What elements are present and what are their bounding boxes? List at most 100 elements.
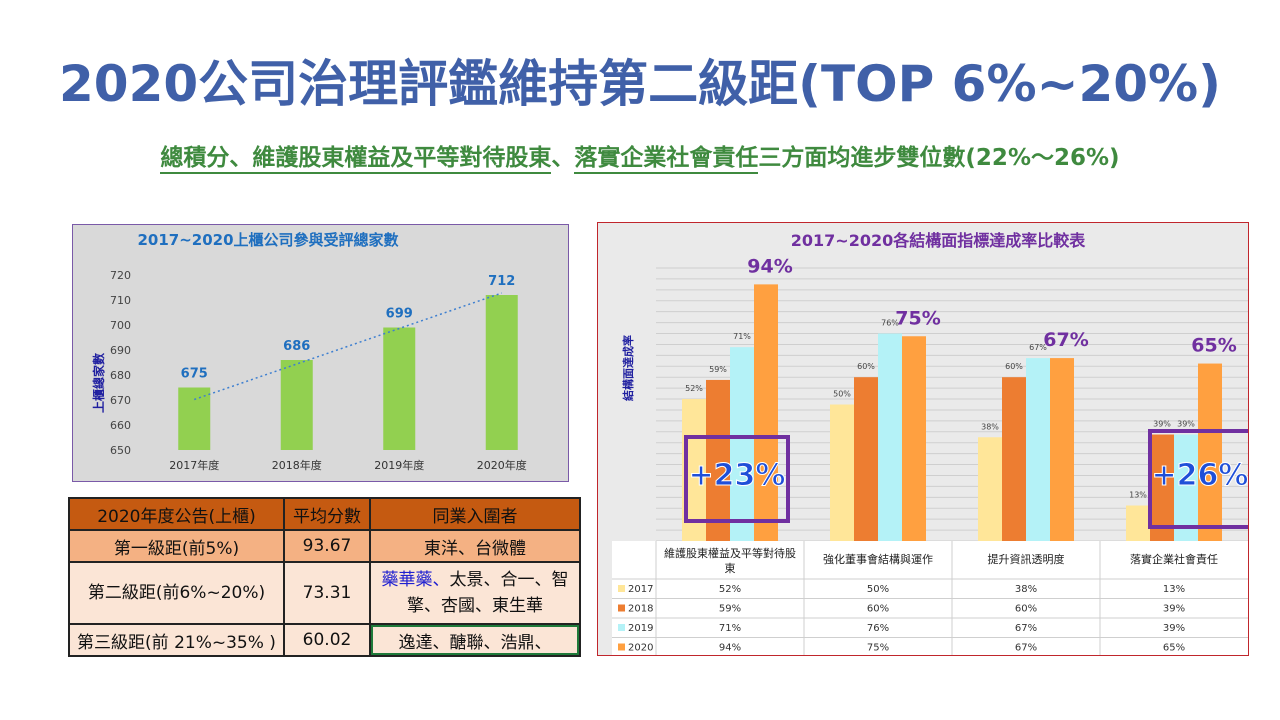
table-header: 平均分數 bbox=[283, 497, 371, 531]
page-subtitle: 總積分、維護股東權益及平等對待股東、落實企業社會責任三方面均進步雙位數(22%～… bbox=[0, 138, 1280, 174]
left-chart-ylabel: 上櫃總家數 bbox=[91, 353, 106, 413]
left-chart-panel: 2017~2020上櫃公司參與受評總家數 上櫃總家數 650 660 670 680 6… bbox=[72, 224, 569, 482]
table-cell: 39% bbox=[1163, 623, 1185, 634]
tier-cell: 第一級距(前5%) bbox=[68, 529, 285, 563]
bar-value-label: 712 bbox=[488, 274, 515, 289]
bar bbox=[854, 377, 878, 541]
bar-value-label: 60% bbox=[1005, 362, 1023, 371]
bar bbox=[730, 347, 754, 541]
bar bbox=[706, 379, 730, 541]
category-label: 東 bbox=[725, 562, 736, 575]
table-cell: 67% bbox=[1015, 623, 1037, 634]
legend-swatch bbox=[618, 604, 625, 612]
left-bar-chart: 2017~2020上櫃公司參與受評總家數 上櫃總家數 650 660 670 680 6… bbox=[91, 231, 527, 472]
tier-cell: 第二級距(前6%~20%) bbox=[68, 561, 285, 625]
bar-value-label: 65% bbox=[1191, 335, 1236, 357]
x-tick-label: 2017年度 bbox=[169, 458, 219, 472]
y-tick-label: 700 bbox=[110, 319, 131, 332]
bar bbox=[1026, 358, 1050, 541]
bar bbox=[1198, 363, 1222, 541]
bar-value-label: 60% bbox=[857, 362, 875, 371]
table-row: 第三級距(前 21%~35% ) 60.02 逸達、醣聯、浩鼎、 bbox=[68, 623, 581, 657]
table-cell: 60% bbox=[1015, 604, 1037, 615]
bar-value-label: 71% bbox=[733, 332, 751, 341]
bar-value-label: 39% bbox=[1177, 420, 1195, 429]
table-bg bbox=[612, 579, 1248, 657]
table-cell: 39% bbox=[1163, 604, 1185, 615]
subtitle-part2: 落實企業社會責任 bbox=[574, 145, 759, 174]
bar-value-label: 59% bbox=[709, 365, 727, 374]
table-row: 第一級距(前5%) 93.67 東洋、台微體 bbox=[68, 529, 581, 563]
bar-value-label: 675 bbox=[181, 367, 208, 382]
bar-value-label: 39% bbox=[1153, 420, 1171, 429]
annotation-text-2: +26% bbox=[1152, 458, 1248, 493]
left-chart-title: 2017~2020上櫃公司參與受評總家數 bbox=[137, 231, 398, 249]
table-cell: 60% bbox=[867, 604, 889, 615]
table-cell: 38% bbox=[1015, 584, 1037, 595]
score-cell: 93.67 bbox=[283, 529, 371, 563]
table-cell: 71% bbox=[719, 623, 741, 634]
table-cell: 94% bbox=[719, 643, 741, 654]
table-header: 同業入圍者 bbox=[369, 497, 581, 531]
y-tick-label: 650 bbox=[110, 444, 131, 457]
page-title: 2020公司治理評鑑維持第二級距(TOP 6%~20%) bbox=[59, 55, 1221, 113]
legend-label: 2020 bbox=[628, 643, 653, 654]
bar bbox=[383, 327, 416, 450]
bar-value-label: 76% bbox=[881, 319, 899, 328]
table-cell: 76% bbox=[867, 623, 889, 634]
table-cell: 65% bbox=[1163, 643, 1185, 654]
y-tick-label: 670 bbox=[110, 394, 131, 407]
legend-swatch bbox=[618, 624, 625, 631]
right-chart-title: 2017~2020各結構面指標達成率比較表 bbox=[791, 231, 1086, 250]
right-bar-chart: 2017~2020各結構面指標達成率比較表 結構面達成率 52% 59% 71% 94… bbox=[612, 231, 1252, 657]
bar bbox=[978, 437, 1002, 541]
bar bbox=[1150, 434, 1174, 541]
category-label: 提升資訊透明度 bbox=[988, 552, 1065, 566]
bar bbox=[902, 336, 926, 541]
table-cell: 50% bbox=[867, 584, 889, 595]
annotation-box-1 bbox=[684, 435, 790, 523]
y-tick-label: 690 bbox=[110, 344, 131, 357]
bar-value-label: 699 bbox=[386, 307, 413, 322]
table-cell: 75% bbox=[867, 643, 889, 654]
table-header: 2020年度公告(上櫃) bbox=[68, 497, 285, 531]
score-cell: 73.31 bbox=[283, 561, 371, 625]
bar-value-label: 52% bbox=[685, 384, 703, 393]
bar bbox=[1002, 377, 1026, 541]
y-tick-label: 710 bbox=[110, 294, 131, 307]
bar bbox=[1126, 505, 1150, 541]
legend-swatch bbox=[618, 643, 625, 651]
y-tick-label: 720 bbox=[110, 269, 131, 282]
bar-value-label: 13% bbox=[1129, 491, 1147, 500]
table-bg bbox=[612, 541, 1248, 579]
category-label: 落實企業社會責任 bbox=[1130, 552, 1218, 566]
bar-value-label: 50% bbox=[833, 390, 851, 399]
category-label: 強化董事會結構與運作 bbox=[823, 552, 933, 566]
bar-value-label: 67% bbox=[1043, 329, 1088, 351]
y-tick-label: 660 bbox=[110, 419, 131, 432]
bar bbox=[754, 284, 778, 541]
table-cell: 13% bbox=[1163, 584, 1185, 595]
table-cell: 59% bbox=[719, 604, 741, 615]
legend-swatch bbox=[618, 585, 625, 592]
table-row: 第二級距(前6%~20%) 73.31 藥華藥、太景、合一、智擎、杏國、東生華 bbox=[68, 561, 581, 625]
peers-cell-selected[interactable]: 逸達、醣聯、浩鼎、 bbox=[369, 623, 581, 657]
y-tick-label: 680 bbox=[110, 369, 131, 382]
annotation-text-1: +23% bbox=[689, 458, 786, 493]
table-cell: 67% bbox=[1015, 643, 1037, 654]
x-tick-label: 2019年度 bbox=[374, 458, 424, 472]
subtitle-sep: 、 bbox=[551, 145, 575, 171]
legend-label: 2017 bbox=[628, 584, 653, 595]
table-header-row: 2020年度公告(上櫃) 平均分數 同業入圍者 bbox=[68, 497, 581, 531]
bar bbox=[878, 333, 902, 541]
right-chart-ylabel: 結構面達成率 bbox=[621, 335, 635, 401]
bar-value-label: 38% bbox=[981, 422, 999, 431]
table-cell: 52% bbox=[719, 584, 741, 595]
peer-sep: 、 bbox=[432, 570, 450, 590]
x-tick-label: 2020年度 bbox=[477, 458, 527, 472]
bar bbox=[1050, 358, 1074, 541]
score-cell: 60.02 bbox=[283, 623, 371, 657]
x-tick-label: 2018年度 bbox=[272, 458, 322, 472]
tier-cell: 第三級距(前 21%~35% ) bbox=[68, 623, 285, 657]
bar-value-label: 686 bbox=[283, 339, 310, 354]
